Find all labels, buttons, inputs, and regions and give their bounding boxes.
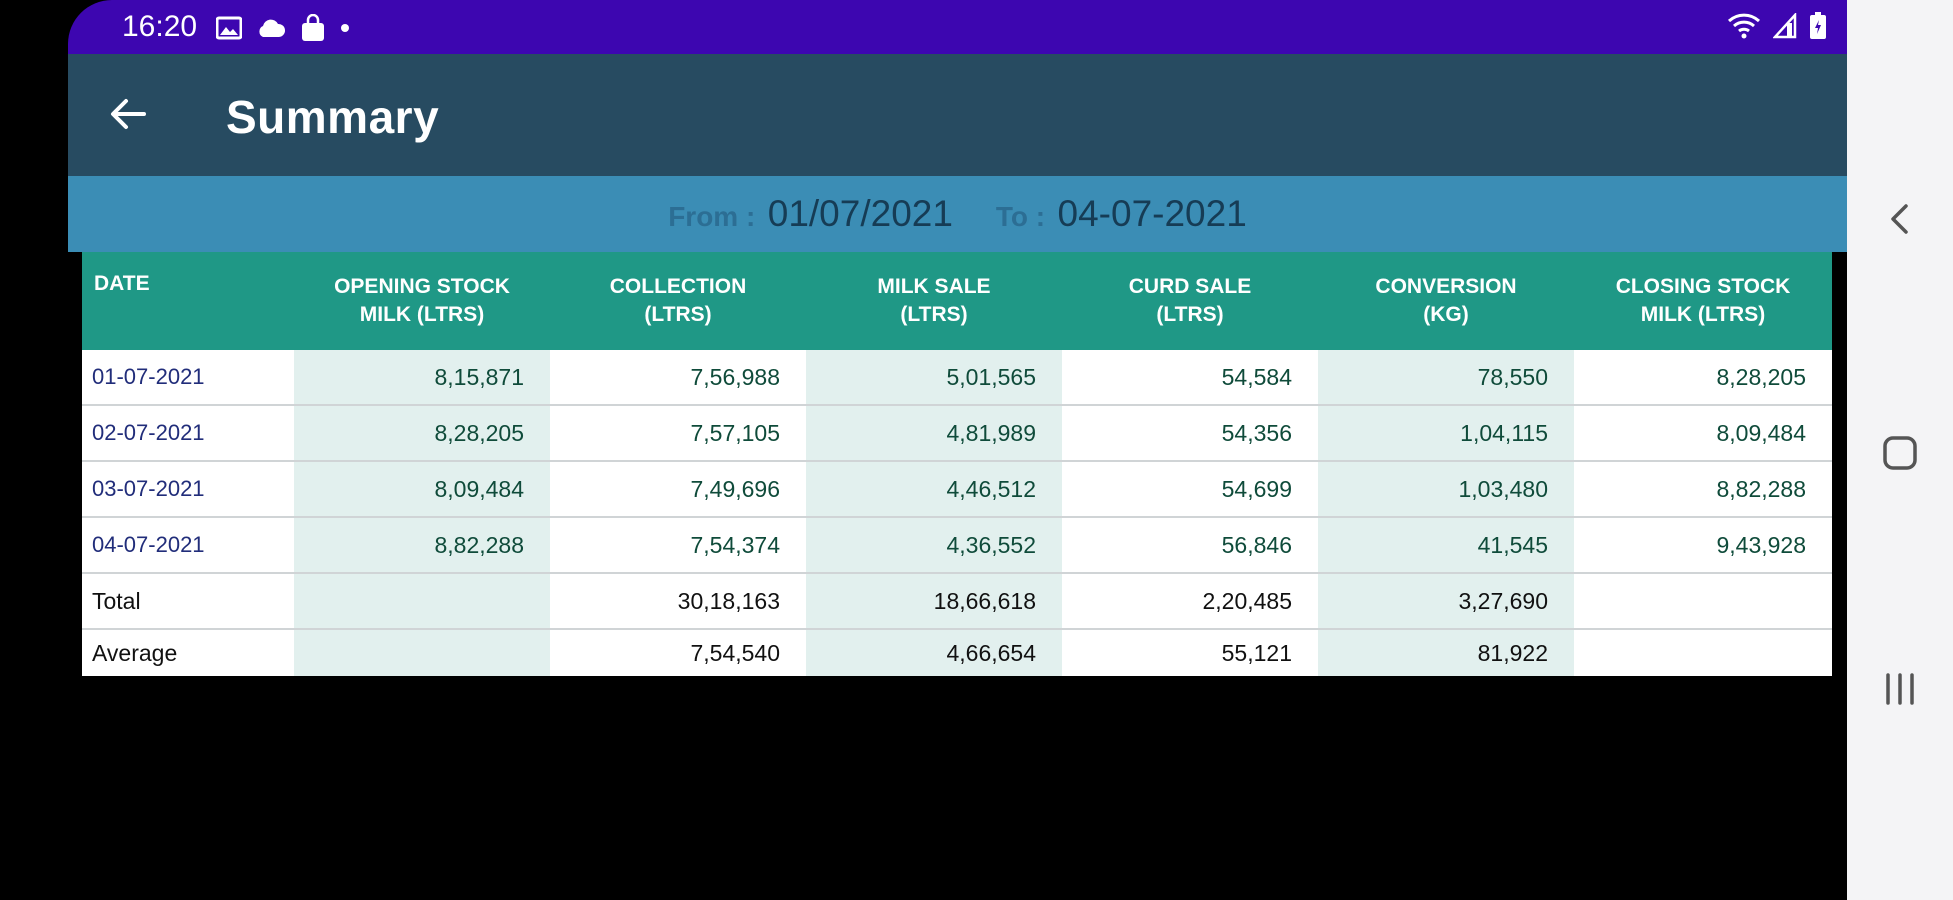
dot-icon <box>341 24 349 32</box>
table-cell: 7,49,696 <box>550 461 806 518</box>
table-cell: 8,15,871 <box>294 350 550 406</box>
table-row[interactable]: 02-07-2021 8,28,205 7,57,105 4,81,989 54… <box>82 405 1832 462</box>
app-screen: 16:20 Summary From : 01/07/2021 To : 04-… <box>68 0 1847 890</box>
table-cell: 4,81,989 <box>806 405 1062 462</box>
table-row[interactable]: 04-07-2021 8,82,288 7,54,374 4,36,552 56… <box>82 517 1832 574</box>
summary-table: DATE OPENING STOCK MILK (LTRS) COLLECTION… <box>82 252 1832 676</box>
table-cell <box>294 573 550 630</box>
table-cell: 7,56,988 <box>550 350 806 406</box>
table-cell: 78,550 <box>1318 350 1574 406</box>
column-header: OPENING STOCK MILK (LTRS) <box>294 252 550 350</box>
table-cell: 1,04,115 <box>1318 405 1574 462</box>
battery-icon <box>1810 12 1826 39</box>
date-cell: 03-07-2021 <box>82 461 294 518</box>
table-cell: 54,699 <box>1062 461 1318 518</box>
table-cell <box>1574 629 1832 676</box>
table-cell: 56,846 <box>1062 517 1318 574</box>
table-cell <box>1574 573 1832 630</box>
column-header: CONVERSION (KG) <box>1318 252 1574 350</box>
summary-table-container: DATE OPENING STOCK MILK (LTRS) COLLECTION… <box>82 252 1832 676</box>
table-cell: 8,82,288 <box>1574 461 1832 518</box>
signal-icon <box>1773 13 1797 39</box>
table-cell: 41,545 <box>1318 517 1574 574</box>
total-label: Total <box>82 573 294 630</box>
total-row: Total 30,18,163 18,66,618 2,20,485 3,27,… <box>82 573 1832 630</box>
status-system-icons <box>1727 12 1827 40</box>
table-cell: 4,66,654 <box>806 629 1062 676</box>
column-header: CLOSING STOCK MILK (LTRS) <box>1574 252 1832 350</box>
table-cell: 7,57,105 <box>550 405 806 462</box>
table-cell: 30,18,163 <box>550 573 806 630</box>
page-title: Summary <box>226 91 440 143</box>
table-cell: 18,66,618 <box>806 573 1062 630</box>
table-cell: 8,28,205 <box>294 405 550 462</box>
average-row: Average 7,54,540 4,66,654 55,121 81,922 <box>82 629 1832 676</box>
screen-bottom-edge <box>68 890 1847 900</box>
system-navigation-bar <box>1847 0 1953 900</box>
status-time: 16:20 <box>122 10 198 43</box>
table-cell: 4,36,552 <box>806 517 1062 574</box>
table-cell: 9,43,928 <box>1574 517 1832 574</box>
table-cell: 1,03,480 <box>1318 461 1574 518</box>
status-bar: 16:20 <box>68 0 1847 54</box>
table-cell: 81,922 <box>1318 629 1574 676</box>
home-nav-icon[interactable] <box>1879 432 1921 474</box>
table-cell <box>294 629 550 676</box>
table-cell: 55,121 <box>1062 629 1318 676</box>
shopping-bag-icon <box>302 14 324 41</box>
table-cell: 3,27,690 <box>1318 573 1574 630</box>
date-cell: 02-07-2021 <box>82 405 294 462</box>
status-notification-icons <box>216 14 350 42</box>
table-cell: 8,09,484 <box>294 461 550 518</box>
from-date-value[interactable]: 01/07/2021 <box>767 193 953 234</box>
table-cell: 54,584 <box>1062 350 1318 406</box>
wifi-icon <box>1727 13 1761 39</box>
average-label: Average <box>82 629 294 676</box>
recents-nav-icon[interactable] <box>1879 668 1921 710</box>
table-cell: 5,01,565 <box>806 350 1062 406</box>
column-header: CURD SALE (LTRS) <box>1062 252 1318 350</box>
table-header-row: DATE OPENING STOCK MILK (LTRS) COLLECTION… <box>82 252 1832 350</box>
to-label: To : <box>995 201 1046 232</box>
table-row[interactable]: 01-07-2021 8,15,871 7,56,988 5,01,565 54… <box>82 350 1832 406</box>
date-cell: 01-07-2021 <box>82 350 294 406</box>
image-icon <box>216 16 242 40</box>
from-label: From : <box>668 201 756 232</box>
table-cell: 2,20,485 <box>1062 573 1318 630</box>
app-toolbar: Summary <box>68 54 1847 176</box>
cloud-icon <box>259 19 286 37</box>
table-cell: 8,28,205 <box>1574 350 1832 406</box>
table-cell: 8,09,484 <box>1574 405 1832 462</box>
table-cell: 8,82,288 <box>294 517 550 574</box>
column-header: COLLECTION (LTRS) <box>550 252 806 350</box>
table-cell: 54,356 <box>1062 405 1318 462</box>
back-nav-icon[interactable] <box>1879 198 1921 240</box>
date-cell: 04-07-2021 <box>82 517 294 574</box>
column-header: DATE <box>82 252 294 350</box>
date-range-bar: From : 01/07/2021 To : 04-07-2021 <box>68 176 1847 252</box>
table-cell: 4,46,512 <box>806 461 1062 518</box>
table-row[interactable]: 03-07-2021 8,09,484 7,49,696 4,46,512 54… <box>82 461 1832 518</box>
to-date-value[interactable]: 04-07-2021 <box>1057 193 1247 234</box>
table-cell: 7,54,374 <box>550 517 806 574</box>
back-arrow-icon[interactable] <box>106 92 150 136</box>
table-cell: 7,54,540 <box>550 629 806 676</box>
column-header: MILK SALE (LTRS) <box>806 252 1062 350</box>
